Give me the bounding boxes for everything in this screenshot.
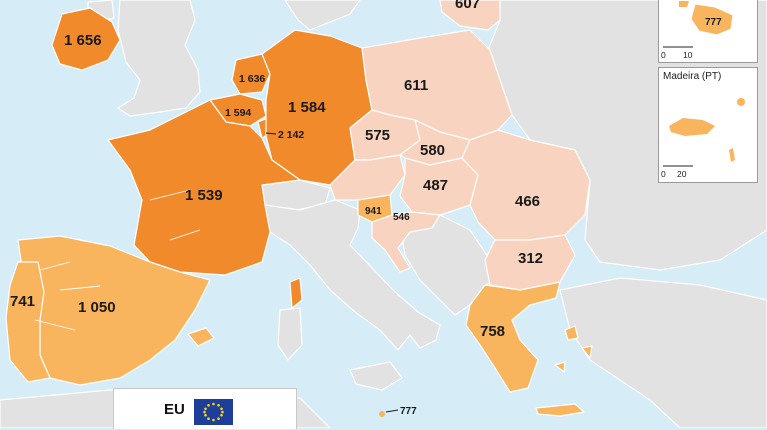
island-balearic — [187, 327, 215, 347]
label-lt: 607 — [455, 0, 480, 12]
label-be: 1 594 — [225, 107, 251, 119]
eu-flag-stars — [203, 402, 224, 422]
country-lt — [439, 0, 501, 31]
label-mt: 777 — [400, 406, 417, 417]
country-hu — [399, 157, 479, 216]
label-si: 941 — [365, 206, 382, 217]
inset-madeira-title: Madeira (PT) — [663, 71, 722, 82]
country-pt — [5, 261, 51, 383]
eu-label: EU — [164, 401, 185, 418]
island-aegean — [554, 325, 593, 373]
madeira-shape — [669, 118, 715, 136]
label-de: 1 584 — [288, 99, 326, 116]
inset-malta-value: 777 — [705, 17, 722, 28]
inset-madeira-scale-start: 0 — [661, 169, 666, 179]
label-pl: 611 — [404, 77, 428, 94]
inset-madeira-map — [663, 98, 745, 167]
country-uk — [117, 0, 201, 117]
desertas-shape — [729, 148, 735, 162]
island-malta — [379, 411, 385, 417]
island-crete — [535, 403, 585, 417]
label-bg: 312 — [518, 250, 543, 267]
malta-shape — [690, 3, 734, 36]
country-ie — [51, 7, 121, 71]
region-lines — [34, 189, 201, 331]
leader-mt — [385, 409, 399, 413]
inset-malta-map: 777 — [663, 1, 734, 48]
inset-malta: 777 0 10 — [658, 0, 758, 63]
label-fr: 1 539 — [185, 187, 223, 204]
porto-santo-shape — [737, 98, 745, 106]
label-es: 1 050 — [78, 299, 116, 316]
island-sicily — [349, 361, 403, 391]
eu-flag-icon — [194, 399, 233, 425]
eu-legend: EU — [113, 388, 297, 429]
country-hr — [371, 211, 441, 273]
label-gr: 758 — [480, 323, 505, 340]
leader-lu — [265, 132, 277, 135]
inset-malta-scale-end: 10 — [683, 50, 693, 60]
label-hr: 546 — [393, 212, 410, 223]
inset-madeira: Madeira (PT) 0 20 — [658, 67, 758, 183]
label-lu: 2 142 — [278, 129, 304, 141]
island-corsica — [289, 277, 303, 309]
inset-malta-scale-start: 0 — [661, 50, 666, 60]
label-nl: 1 636 — [239, 73, 265, 85]
label-ro: 466 — [515, 193, 540, 210]
label-cz: 575 — [365, 127, 390, 144]
gozo-shape — [679, 1, 689, 7]
inset-madeira-scale-end: 20 — [677, 169, 687, 179]
country-nordic — [284, 0, 361, 31]
label-pt: 741 — [10, 293, 35, 310]
country-gr — [465, 281, 561, 393]
label-ie: 1 656 — [64, 32, 102, 49]
label-hu: 487 — [423, 177, 448, 194]
label-sk: 580 — [420, 142, 445, 159]
island-sardinia — [277, 307, 303, 361]
country-fr — [107, 99, 301, 276]
